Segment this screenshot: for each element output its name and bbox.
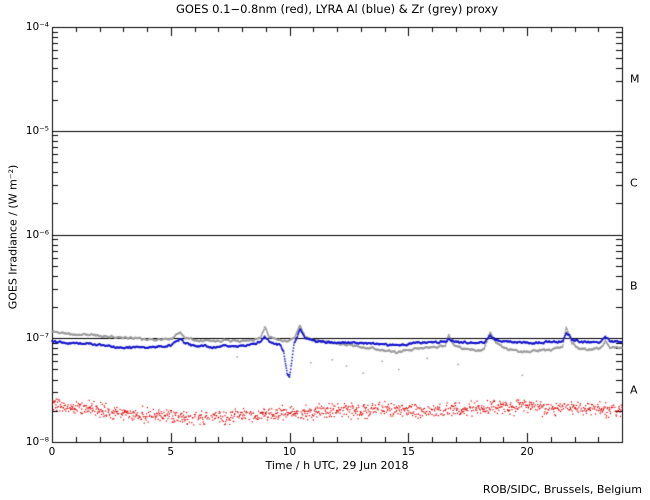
y-axis-label: GOES Irradiance / (W m⁻²) [6,164,20,310]
y-tick-label: 10⁻⁴ [25,20,49,33]
chart-title: GOES 0.1−0.8nm (red), LYRA Al (blue) & Z… [175,2,499,16]
flare-class-label-A: A [630,383,638,397]
flare-class-label-B: B [630,279,638,293]
y-tick-label: 10⁻⁸ [25,435,49,448]
x-tick-label: 15 [401,446,415,458]
x-tick-label: 20 [520,446,534,458]
x-tick-label: 5 [167,446,175,458]
flare-class-label-C: C [630,176,638,190]
x-tick-label: 10 [282,446,297,458]
x-axis-label: Time / h UTC, 29 Jun 2018 [265,459,409,472]
y-tick-label: 10⁻⁵ [25,124,49,137]
y-tick-label: 10⁻⁶ [25,228,49,241]
y-tick-label: 10⁻⁷ [25,332,49,344]
x-tick-label: 0 [48,446,56,458]
credit-text: ROB/SIDC, Brussels, Belgium [482,483,642,496]
flare-class-label-M: M [630,72,640,86]
